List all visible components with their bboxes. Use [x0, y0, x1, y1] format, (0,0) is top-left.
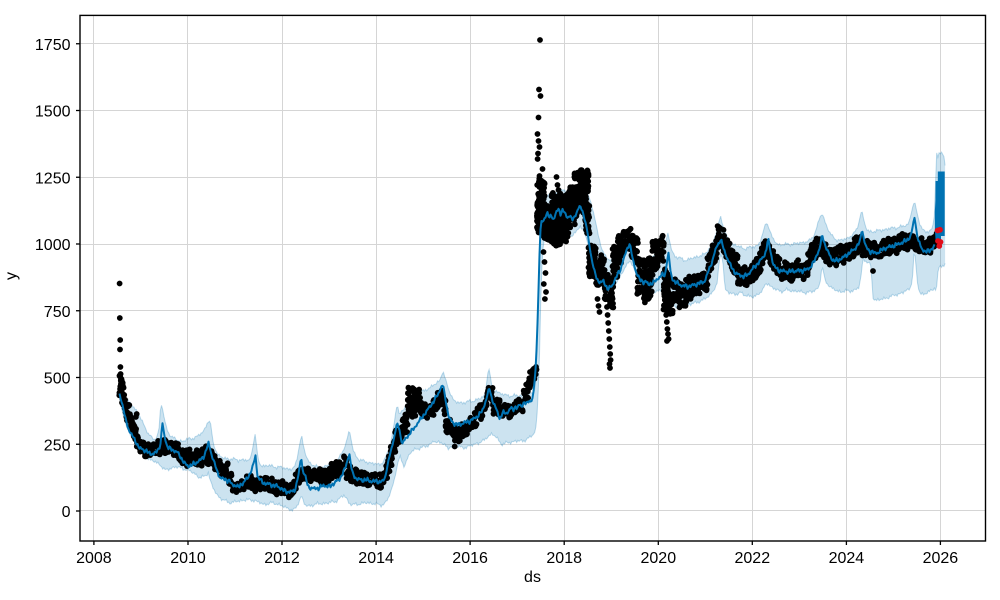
svg-text:2008: 2008 — [76, 550, 112, 567]
svg-text:1500: 1500 — [35, 104, 71, 121]
svg-text:500: 500 — [44, 371, 71, 388]
svg-text:2018: 2018 — [546, 550, 582, 567]
svg-text:750: 750 — [44, 304, 71, 321]
svg-text:2024: 2024 — [829, 550, 865, 567]
svg-text:1750: 1750 — [35, 37, 71, 54]
svg-text:1250: 1250 — [35, 170, 71, 187]
svg-text:2026: 2026 — [923, 550, 959, 567]
svg-text:2012: 2012 — [264, 550, 300, 567]
svg-text:2010: 2010 — [170, 550, 206, 567]
svg-text:y: y — [3, 272, 20, 280]
svg-text:2016: 2016 — [452, 550, 488, 567]
svg-text:2020: 2020 — [641, 550, 677, 567]
svg-text:1000: 1000 — [35, 237, 71, 254]
svg-text:ds: ds — [524, 569, 541, 586]
svg-text:2022: 2022 — [735, 550, 771, 567]
svg-text:250: 250 — [44, 437, 71, 454]
svg-text:2014: 2014 — [358, 550, 394, 567]
svg-text:0: 0 — [62, 504, 71, 521]
